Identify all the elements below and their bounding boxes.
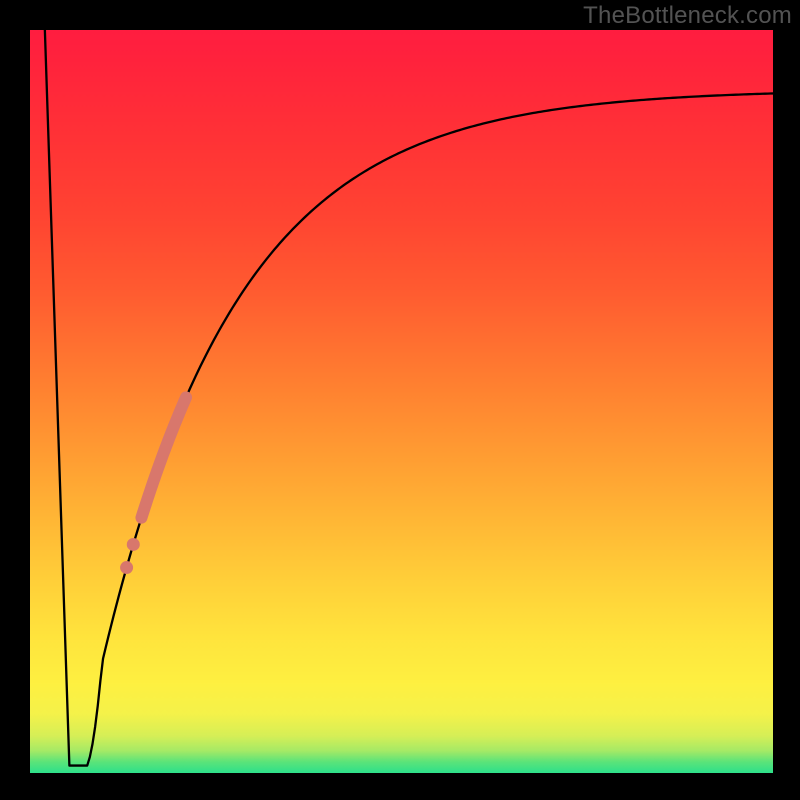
highlight-dot	[127, 538, 140, 551]
highlight-dot	[120, 561, 133, 574]
chart-container: TheBottleneck.com	[0, 0, 800, 800]
plot-area	[30, 30, 773, 773]
highlight-segment	[141, 397, 186, 517]
curve-overlay	[30, 30, 773, 773]
bottleneck-curve	[45, 30, 773, 766]
watermark-text: TheBottleneck.com	[583, 2, 792, 30]
